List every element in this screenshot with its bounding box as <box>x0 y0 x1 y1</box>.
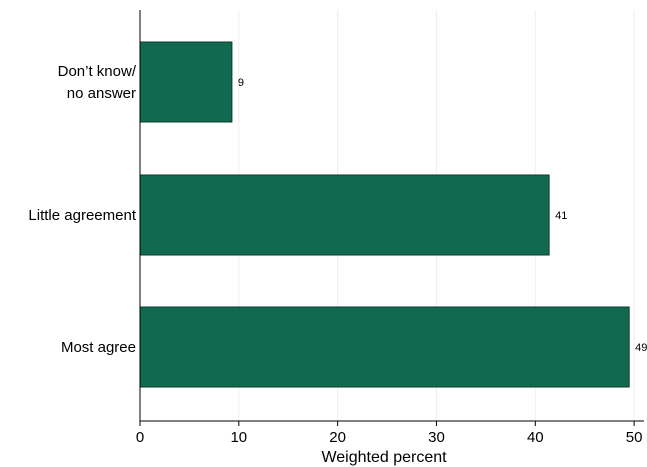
x-tick-label-0: 0 <box>136 429 144 446</box>
category-label-2: Little agreement <box>28 207 136 224</box>
category-labels: Don’t know/no answer Little agreement Most… <box>28 63 136 356</box>
bar-3 <box>139 306 630 388</box>
category-label-1: Don’t know/no answer <box>58 63 137 102</box>
data-label-3: 49 <box>635 342 647 354</box>
axes: 0 10 20 30 40 50 <box>136 10 644 446</box>
x-tick-label-30: 30 <box>428 429 445 446</box>
x-tick-label-20: 20 <box>329 429 346 446</box>
data-label-1: 9 <box>238 77 244 89</box>
x-tick-label-50: 50 <box>626 429 643 446</box>
bar-2 <box>139 174 550 256</box>
category-label-3: Most agree <box>61 339 136 356</box>
data-labels: 9 41 49 <box>238 77 647 354</box>
bar-1 <box>139 41 233 123</box>
x-tick-label-10: 10 <box>230 429 247 446</box>
x-axis-title: Weighted percent <box>321 449 447 466</box>
data-label-2: 41 <box>555 210 567 222</box>
x-tick-label-40: 40 <box>527 429 544 446</box>
